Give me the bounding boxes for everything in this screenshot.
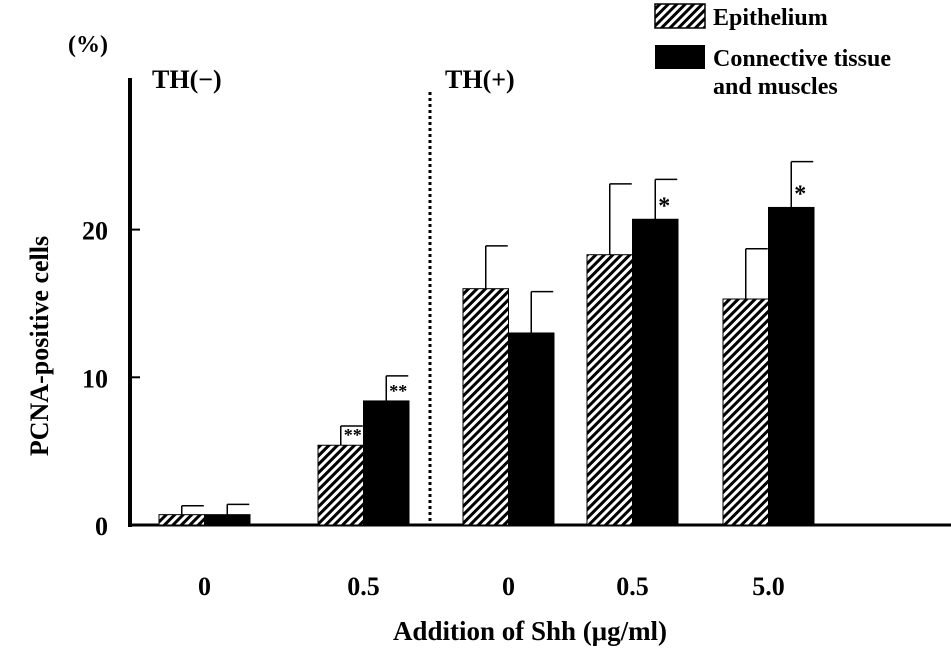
- group-label-th-plus: TH(+): [445, 65, 515, 94]
- y-tick-label: 20: [82, 217, 108, 246]
- y-axis-label: PCNA-positive cells: [25, 236, 54, 456]
- x-tick-label: 0: [198, 572, 211, 601]
- bar-epithelium: [586, 254, 633, 526]
- bar-connective: [204, 514, 251, 526]
- significance-marker: **: [389, 381, 407, 401]
- bar-connective: [768, 206, 815, 526]
- legend: Epithelium Connective tissue and muscles: [654, 3, 891, 100]
- group-label-th-minus: TH(−): [152, 65, 222, 94]
- bar-connective: [632, 218, 679, 526]
- legend-label-connective-2: and muscles: [713, 74, 838, 100]
- y-tick-label: 10: [82, 364, 108, 393]
- y-tick-label: 0: [95, 512, 108, 541]
- bar-epithelium: [158, 514, 205, 526]
- legend-label-epithelium: Epithelium: [713, 5, 828, 31]
- bar-connective: [508, 332, 555, 526]
- significance-marker: *: [658, 193, 670, 219]
- bar-connective: [363, 400, 410, 526]
- significance-marker: **: [344, 425, 362, 445]
- bar-epithelium: [462, 288, 509, 526]
- bar-epithelium: [722, 298, 769, 526]
- legend-label-connective-1: Connective tissue: [713, 46, 891, 72]
- x-tick-label: 0: [502, 572, 515, 601]
- x-tick-label: 0.5: [347, 572, 380, 601]
- legend-swatch-epithelium: [654, 3, 706, 29]
- x-tick-label: 5.0: [752, 572, 785, 601]
- x-axis-label: Addition of Shh (μg/ml): [393, 616, 667, 646]
- x-tick-label: 0.5: [616, 572, 649, 601]
- bar-epithelium: [317, 444, 364, 526]
- y-unit-label: (%): [68, 32, 108, 58]
- legend-swatch-connective: [655, 45, 705, 69]
- significance-marker: *: [794, 181, 806, 207]
